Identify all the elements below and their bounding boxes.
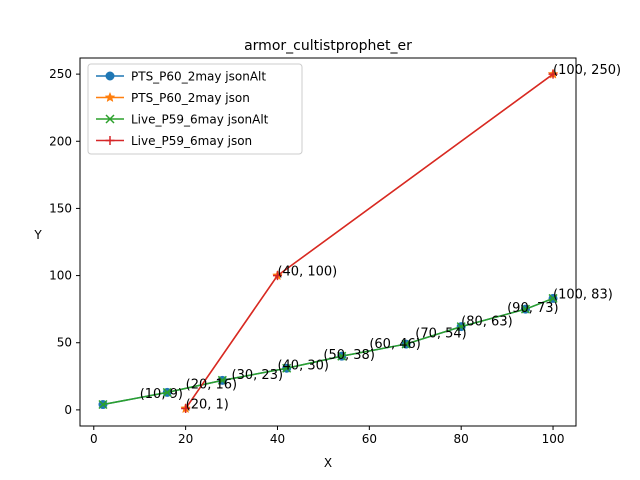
x-tick-label: 0 (90, 432, 98, 446)
legend-entry-label: PTS_P60_2may jsonAlt (131, 70, 266, 84)
series-3-point (337, 351, 347, 361)
y-tick-label: 250 (49, 67, 72, 81)
y-tick-label: 200 (49, 134, 72, 148)
series-3-point (548, 293, 558, 303)
series-4-point (181, 404, 191, 414)
axes-frame (79, 57, 577, 427)
x-tick-label: 60 (362, 432, 377, 446)
plot-area: (10, 9)(20, 16) (20, 1)(30, 23)(40, 30) (4… (49, 57, 621, 446)
x-tick-label: 40 (270, 432, 285, 446)
x-axis-label: X (324, 456, 332, 470)
series-3-point (162, 387, 172, 397)
legend-entry-label: PTS_P60_2may json (131, 91, 250, 105)
y-axis-label: Y (33, 228, 42, 242)
legend-swatch-marker (105, 114, 115, 124)
y-tick-label: 100 (49, 269, 72, 283)
y-tick-label: 0 (64, 403, 72, 417)
point-annotation: (20, 16) (186, 377, 238, 392)
series-3-point (520, 304, 531, 314)
y-tick-label: 150 (49, 201, 72, 215)
x-tick-label: 80 (454, 432, 469, 446)
x-tick-label: 100 (542, 432, 565, 446)
point-annotation: (100, 83) (553, 287, 613, 302)
series-3-point (456, 322, 466, 332)
point-annotation: (90, 73) (507, 301, 558, 316)
legend-swatch-marker (104, 91, 116, 103)
legend-swatch-marker (105, 71, 115, 81)
point-annotation: (40, 30) (277, 359, 329, 374)
point-annotation: (40, 100) (277, 265, 337, 280)
point-annotation: (50, 38) (323, 348, 375, 363)
series-4-point (272, 271, 282, 281)
series-3-point (401, 339, 411, 349)
series-3-point (217, 375, 227, 385)
x-tick-label: 20 (178, 432, 193, 446)
point-annotation: (10, 9) (140, 387, 183, 402)
series-3-point (98, 399, 108, 410)
y-tick-label: 50 (57, 336, 72, 350)
point-annotation: (20, 1) (186, 398, 229, 413)
legend-swatch-marker (105, 136, 115, 145)
legend-box (87, 63, 303, 155)
point-annotation: (80, 63) (461, 314, 513, 329)
legend-entry-label: Live_P59_6may json (131, 134, 252, 148)
point-annotation: (60, 46) (369, 337, 421, 352)
point-annotation: (30, 23) (232, 368, 283, 383)
legend-entry-label: Live_P59_6may jsonAlt (131, 113, 269, 127)
legend: PTS_P60_2may jsonAlt PTS_P60_2may json Liv… (87, 63, 303, 155)
point-annotation: (100, 250) (553, 63, 621, 78)
series-3-point (282, 363, 292, 373)
series-4-point (548, 69, 558, 79)
chart-title: armor_cultistprophet_er (244, 38, 412, 54)
point-annotation: (70, 54) (415, 326, 467, 341)
